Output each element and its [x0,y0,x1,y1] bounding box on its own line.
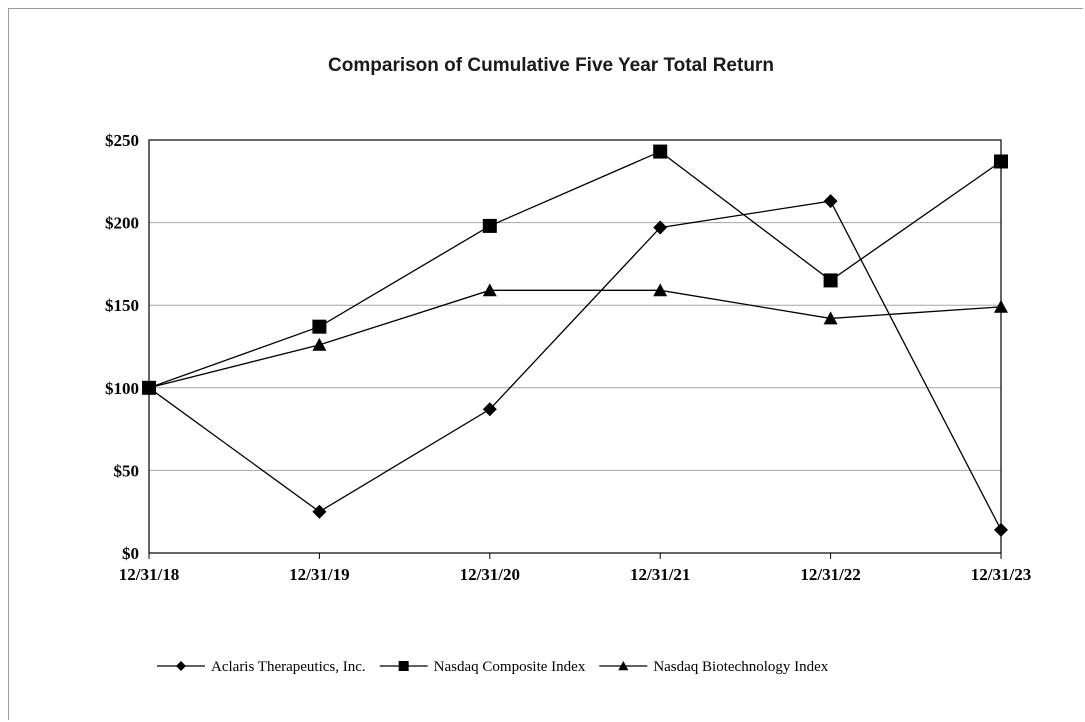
diamond-marker [176,661,186,671]
diamond-marker [823,194,838,209]
triangle-marker [618,661,629,671]
y-tick-label: $250 [105,131,139,150]
y-tick-label: $100 [105,379,139,398]
legend-item: Aclaris Therapeutics, Inc. [157,659,366,675]
gridlines [149,139,1001,471]
series-line [148,200,1002,531]
y-tick-label: $50 [114,461,140,480]
legend-item: Nasdaq Composite Index [379,659,586,675]
series-triangle [142,283,1008,394]
diamond-marker [312,504,327,519]
triangle-marker [653,283,668,297]
chart-frame: Comparison of Cumulative Five Year Total… [8,8,1083,720]
x-tick-label: 12/31/18 [119,565,179,584]
chart: Comparison of Cumulative Five Year Total… [105,55,1031,675]
square-marker [823,273,838,288]
legend: Aclaris Therapeutics, Inc. Nasdaq Composi… [157,659,829,675]
y-tick-label: $200 [105,214,139,233]
square-marker [312,319,327,334]
legend-item: Nasdaq Biotechnology Index [599,659,829,675]
triangle-marker [312,337,327,351]
square-marker [653,144,668,159]
x-tick-label: 12/31/20 [460,565,520,584]
chart-title: Comparison of Cumulative Five Year Total… [328,55,774,76]
x-tick-label: 12/31/19 [289,565,349,584]
square-marker [398,661,409,671]
square-marker [482,218,497,233]
triangle-marker [482,283,497,297]
series-lines [142,144,1008,537]
x-tick-label: 12/31/22 [800,565,860,584]
triangle-marker [823,311,838,325]
legend-label: Aclaris Therapeutics, Inc. [211,659,366,675]
x-tick-label: 12/31/21 [630,565,690,584]
y-tick-label: $150 [105,296,139,315]
axes: $0 $50 $100 $150 $200 $250 12/31/18 12/31/19 12/… [105,131,1031,584]
series-line [148,150,1002,389]
x-tick-label: 12/31/23 [971,565,1031,584]
legend-label: Nasdaq Composite Index [434,659,586,675]
y-tick-label: $0 [122,544,139,563]
plot-area-border [148,139,1002,554]
diamond-marker [653,220,668,235]
diamond-marker [482,402,497,417]
legend-label: Nasdaq Biotechnology Index [653,659,828,675]
series-line [148,289,1002,389]
series-diamond [142,194,1008,537]
